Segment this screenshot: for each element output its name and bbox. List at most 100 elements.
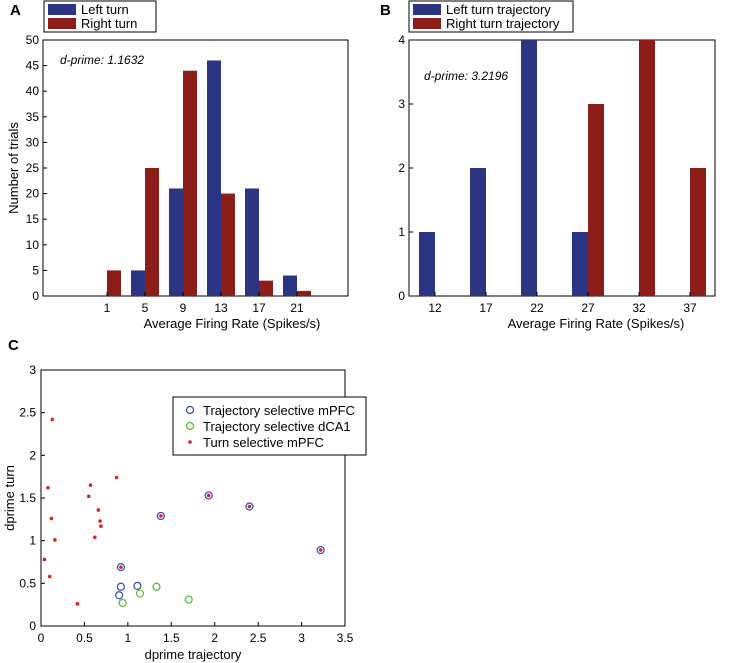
panel-b-bars: [419, 40, 706, 296]
panel-c-point-s2-8: [88, 483, 93, 488]
panel-c-point-s0-1: [116, 582, 126, 591]
panel-b-bar-s0-17: [470, 168, 486, 296]
panel-a-bar-s1-9: [183, 70, 197, 296]
panel-a-x-tick-label-21: 21: [290, 301, 304, 315]
panel-c-point-s2-12: [99, 524, 103, 528]
panel-c-y-label: dprime turn: [2, 465, 17, 531]
panel-c-point-s1-1: [135, 589, 145, 598]
panel-b-x-tick-label-17: 17: [479, 301, 493, 315]
panel-c-x-tick-label-0.5: 0.5: [76, 631, 93, 645]
panel-a-legend: Left turn Right turn: [43, 0, 157, 33]
panel-b-y-tick-label-4: 4: [398, 33, 405, 47]
panel-a-bar-s1-17: [259, 280, 273, 296]
panel-c-point-s2-10: [96, 508, 101, 512]
panel-b-y-tick-label-2: 2: [398, 161, 405, 175]
panel-b-y-tick-label-1: 1: [398, 225, 405, 239]
panel-b-legend-swatch-right: [413, 18, 441, 29]
panel-a-bar-s0-13: [207, 60, 221, 297]
panel-a-legend-swatch-left: [48, 4, 76, 15]
panel-b-bar-s1-27: [588, 104, 604, 296]
panel-a-y-tick-label-50: 50: [26, 33, 40, 47]
panel-a-y-tick-label-25: 25: [26, 161, 40, 175]
panel-c-y-tick-label-3: 3: [29, 363, 36, 377]
panel-c-point-s2-9: [93, 535, 97, 540]
panel-c-point-s1-0: [118, 598, 127, 608]
panel-c-y-tick-label-2: 2: [29, 448, 36, 462]
panel-c-point-s2-0: [42, 557, 47, 562]
panel-a-x-axis: 1 5 9 13 17 21: [104, 292, 304, 315]
panel-a-dprime-annotation: d-prime: 1.1632: [60, 53, 144, 67]
panel-c-point-s2-16: [206, 493, 211, 498]
panel-b-y-tick-label-3: 3: [398, 97, 405, 111]
panel-c-legend: Trajectory selective mPFC Trajectory sel…: [172, 396, 367, 456]
panel-a-bar-s1-13: [221, 193, 235, 296]
panel-c-point-s0-6: [245, 502, 254, 511]
panel-a-y-tick-label-35: 35: [26, 110, 40, 124]
panel-b-legend-right-label: Right turn trajectory: [446, 16, 560, 31]
panel-c-point-s0-2: [116, 563, 126, 572]
panel-b-bar-s1-32: [639, 40, 655, 296]
panel-b-letter: B: [380, 2, 391, 19]
panel-b-x-axis: 12 17 22 27 32 37: [428, 292, 697, 315]
panel-c-point-s2-17: [247, 504, 252, 509]
panel-a-bar-s1-21: [297, 290, 311, 296]
panel-a-letter: A: [10, 2, 21, 19]
panel-a-legend-right-label: Right turn: [81, 16, 137, 31]
panel-c-y-axis: 0 0.5 1 1.5 2 2.5 3: [19, 363, 45, 633]
panel-c-x-tick-label-3: 3: [298, 631, 305, 645]
panel-a-bar-s0-17: [245, 188, 259, 296]
panel-c-y-tick-label-0.5: 0.5: [19, 576, 36, 590]
panel-b-x-tick-label-37: 37: [683, 301, 697, 315]
panel-a-y-tick-label-15: 15: [26, 212, 40, 226]
panel-b-y-axis: 0 1 2 3 4: [398, 33, 413, 303]
panel-b-legend-left-label: Left turn trajectory: [446, 2, 551, 17]
panel-c-x-tick-label-3.5: 3.5: [337, 631, 354, 645]
panel-a-y-axis: 0 5 10 15 20 25 30 35 40 45 50: [26, 33, 47, 303]
panel-b-legend: Left turn trajectory Right turn trajecto…: [408, 0, 574, 33]
panel-a-legend-left-label: Left turn: [81, 2, 129, 17]
panel-c-legend-label-dca1-trajectory: Trajectory selective dCA1: [203, 419, 351, 434]
panel-c-point-s2-6: [75, 602, 80, 606]
panel-c-point-s0-7: [316, 545, 325, 555]
panel-b-bar-s0-12: [419, 232, 435, 296]
panel-a-legend-swatch-right: [48, 18, 76, 29]
panel-c-legend-box: [172, 396, 367, 456]
panel-a-x-tick-label-13: 13: [214, 301, 228, 315]
panel-b-x-tick-label-12: 12: [428, 301, 442, 315]
panel-a-y-tick-label-5: 5: [32, 263, 39, 277]
panel-c-y-tick-label-1: 1: [29, 534, 36, 548]
panel-c-point-s2-11: [98, 519, 102, 523]
panel-a-y-tick-label-45: 45: [26, 59, 40, 73]
panel-c-point-s2-7: [86, 494, 91, 499]
panel-c-point-s1-3: [184, 595, 193, 604]
panel-c-legend-label-mpfc-trajectory: Trajectory selective mPFC: [203, 403, 355, 418]
panel-a-x-tick-label-1: 1: [104, 301, 111, 315]
panel-c-x-axis: 0 0.5 1 1.5 2 2.5 3 3.5: [38, 622, 354, 645]
panel-c-point-s0-0: [115, 591, 124, 600]
panel-b-legend-swatch-left: [413, 4, 441, 15]
panel-c-legend-marker-dca1-trajectory: [185, 421, 195, 431]
panel-c-point-s2-13: [114, 475, 119, 480]
panel-c-point-s0-5: [204, 491, 213, 500]
panel-b-x-label: Average Firing Rate (Spikes/s): [508, 316, 685, 331]
panel-a-bar-s1-1: [107, 270, 121, 296]
panel-c-point-s2-3: [49, 516, 54, 521]
panel-c-points: [42, 417, 325, 608]
panel-c-y-tick-label-2.5: 2.5: [19, 406, 36, 420]
panel-a-bar-s0-5: [131, 270, 145, 296]
panel-c: C 0 0.5 1 1.5 2 2.5 3 0 0.5 1 1.5 2 2.5 3 3.5 dprime …: [2, 337, 367, 662]
panel-c-x-tick-label-1: 1: [125, 631, 132, 645]
panel-a-y-tick-label-0: 0: [32, 289, 39, 303]
panel-c-letter: C: [8, 337, 19, 354]
panel-b-bar-s1-37: [690, 168, 706, 296]
panel-c-y-tick-label-0: 0: [29, 619, 36, 633]
panel-c-point-s0-3: [133, 581, 142, 590]
panel-c-legend-marker-mpfc-trajectory: [185, 405, 195, 415]
panel-c-point-s0-4: [156, 511, 165, 521]
panel-a-x-label: Average Firing Rate (Spikes/s): [144, 316, 321, 331]
panel-a-bar-s0-21: [283, 275, 297, 296]
panel-a-y-tick-label-10: 10: [26, 238, 40, 252]
panel-b-bar-s0-27: [572, 232, 588, 296]
